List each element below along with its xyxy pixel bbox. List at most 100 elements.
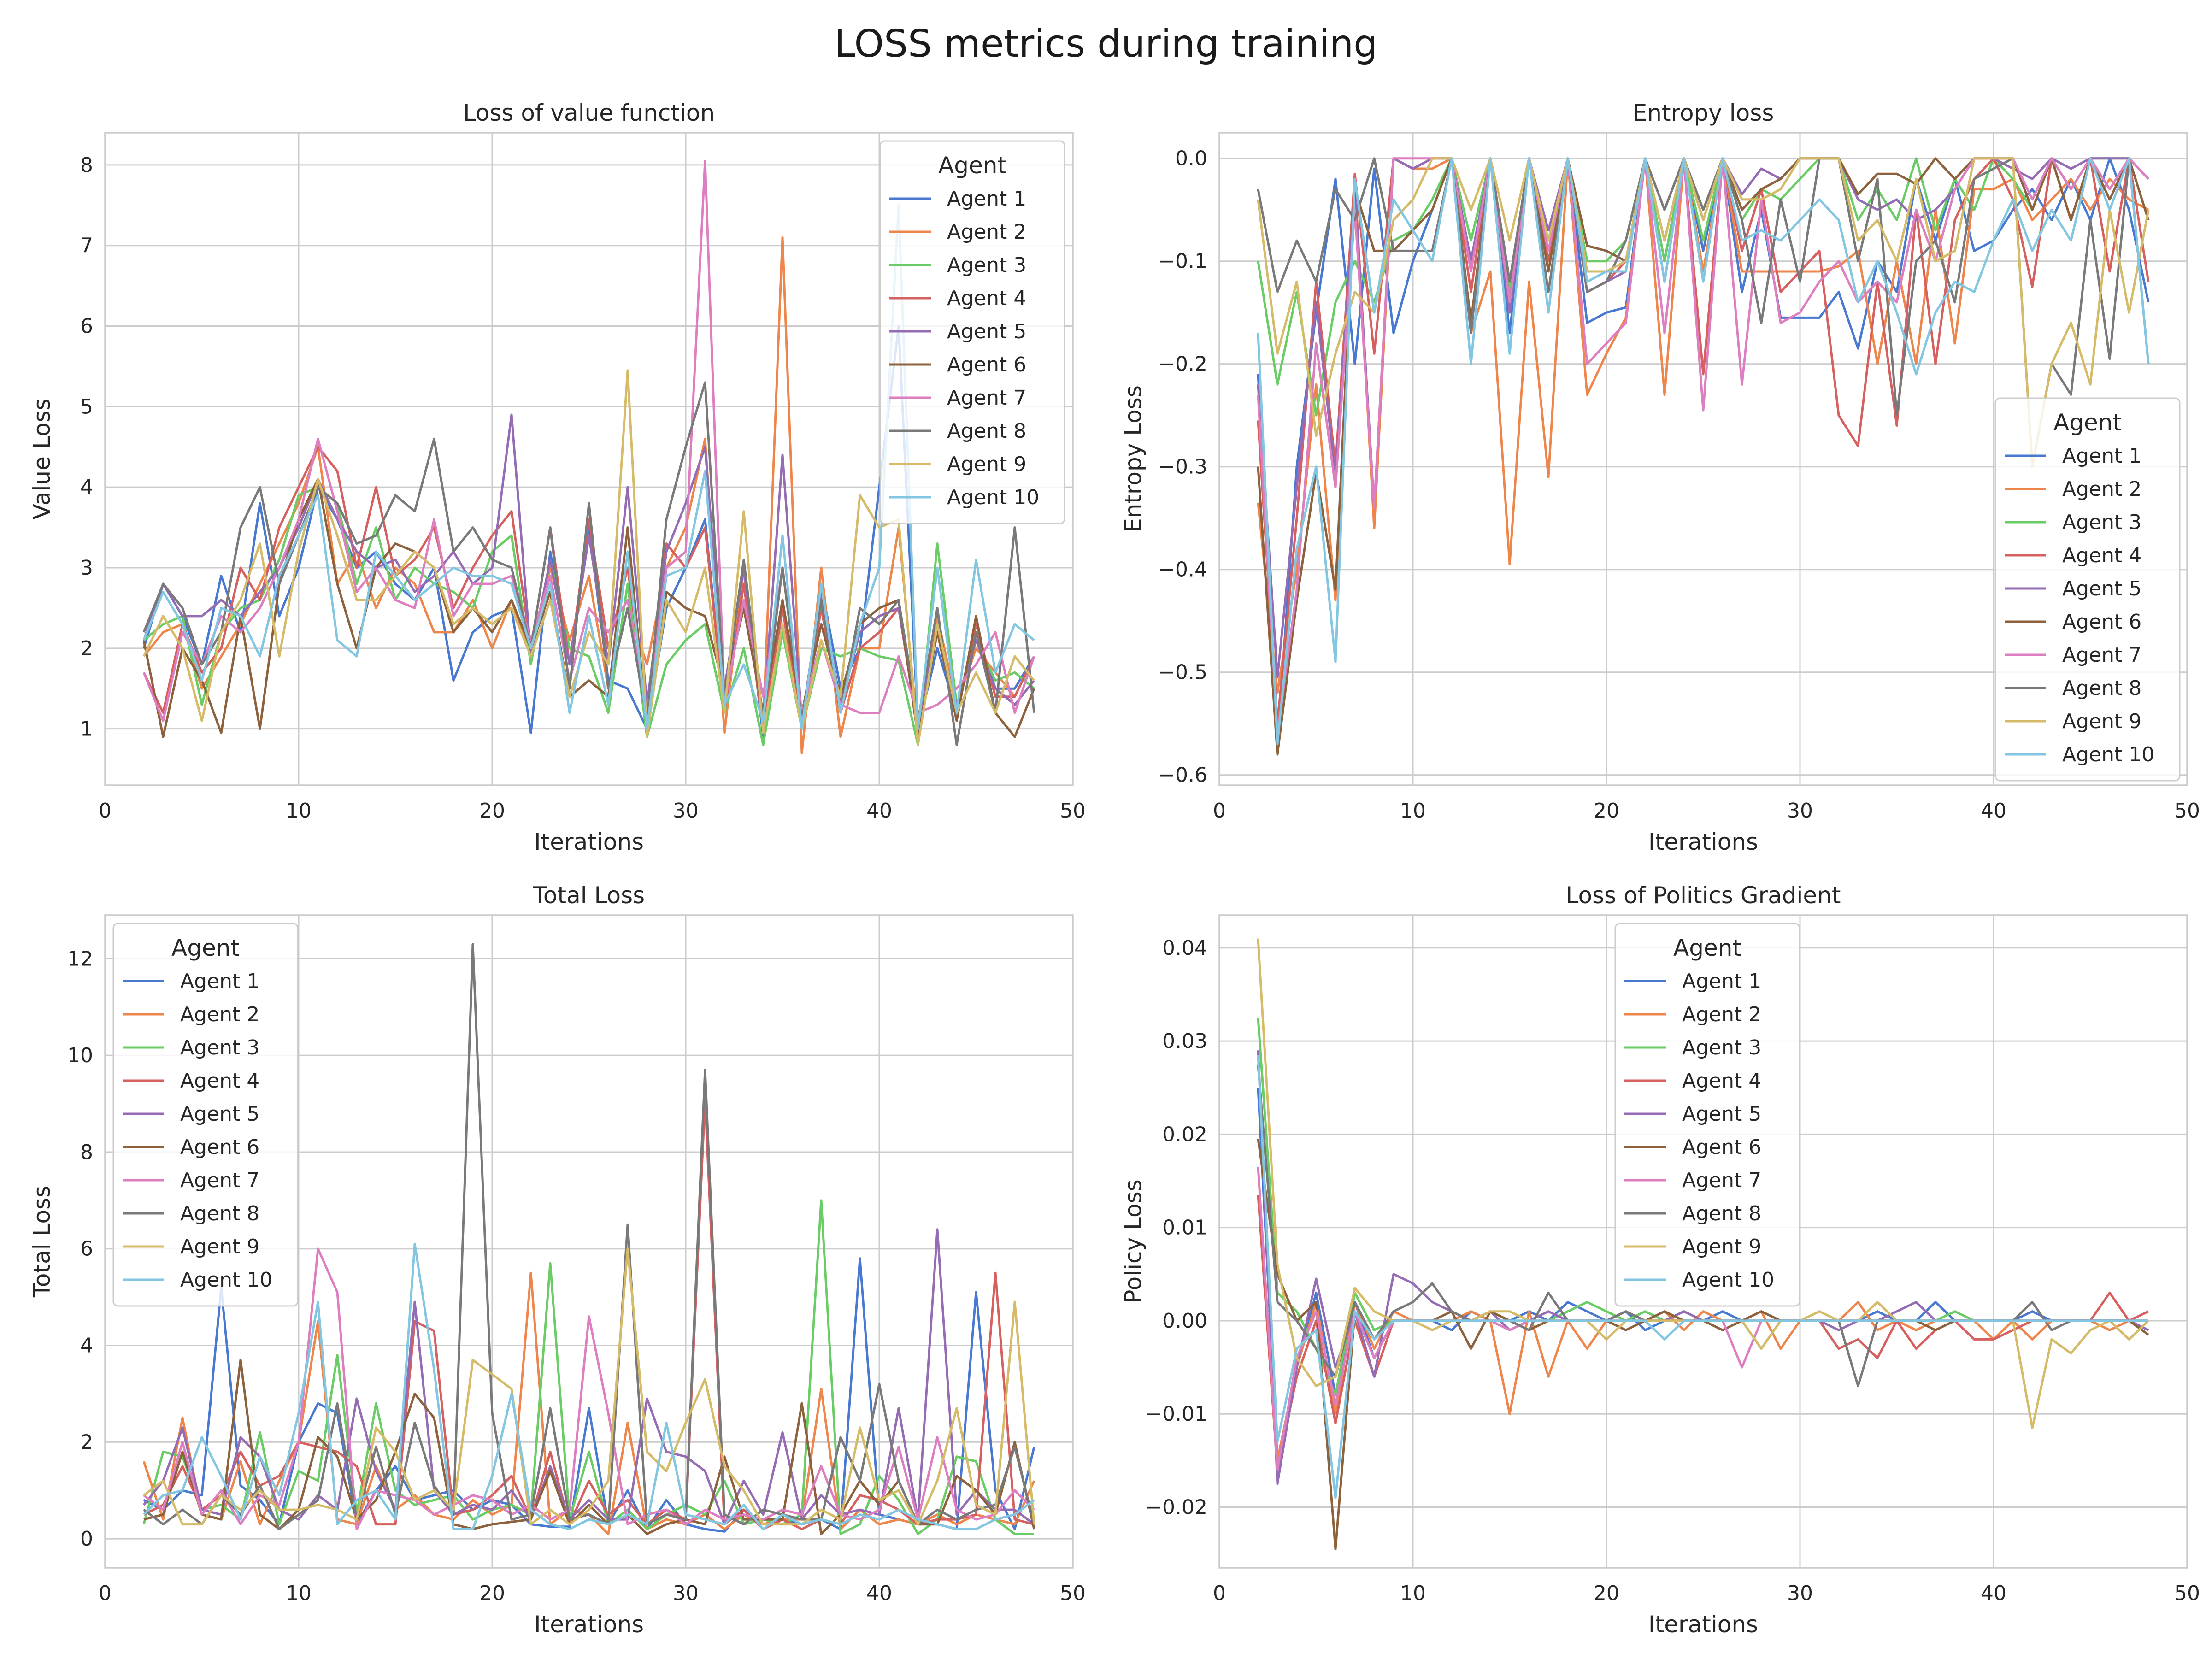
y-tick-label: 10 bbox=[67, 1044, 93, 1067]
series-line-agent-2 bbox=[1257, 1050, 2148, 1462]
x-tick-label: 20 bbox=[479, 1582, 505, 1605]
legend-entry: Agent 7 bbox=[2062, 643, 2141, 667]
x-tick-label: 30 bbox=[673, 799, 699, 823]
legend-entry: Agent 4 bbox=[947, 287, 1026, 310]
legend-entry: Agent 4 bbox=[180, 1069, 259, 1093]
x-tick-label: 40 bbox=[1981, 1582, 2006, 1605]
legend-entry: Agent 8 bbox=[2062, 677, 2141, 700]
legend-entry: Agent 6 bbox=[2062, 610, 2141, 634]
x-tick-label: 20 bbox=[1594, 799, 1619, 823]
y-tick-label: 6 bbox=[80, 315, 93, 338]
y-tick-label: 4 bbox=[80, 476, 93, 499]
x-tick-label: 10 bbox=[286, 1582, 312, 1605]
legend-entry: Agent 3 bbox=[1682, 1036, 1761, 1059]
legend-entry: Agent 2 bbox=[947, 220, 1026, 244]
legend-entry: Agent 5 bbox=[180, 1102, 259, 1126]
legend-entry: Agent 7 bbox=[1682, 1169, 1761, 1192]
y-tick-label: 12 bbox=[67, 947, 93, 971]
plot-frame bbox=[104, 914, 1074, 1569]
y-tick-label: −0.01 bbox=[1145, 1402, 1207, 1426]
y-tick-label: 0.00 bbox=[1162, 1309, 1207, 1333]
legend-entry: Agent 6 bbox=[947, 353, 1026, 377]
legend-entry: Agent 3 bbox=[2062, 511, 2141, 534]
legend-entry: Agent 10 bbox=[947, 486, 1039, 509]
subplot-title: Loss of Politics Gradient bbox=[1566, 882, 1841, 909]
legend-title: Agent bbox=[1673, 935, 1741, 961]
legend-title: Agent bbox=[938, 152, 1006, 179]
series-line-agent-3 bbox=[143, 486, 1035, 747]
legend-box bbox=[879, 140, 1065, 524]
series-line-agent-4 bbox=[142, 446, 1035, 730]
x-tick-label: 50 bbox=[1060, 1582, 1086, 1605]
series-line-agent-8 bbox=[143, 943, 1035, 1530]
series-lines bbox=[1257, 938, 2149, 1550]
subplot-title: Total Loss bbox=[533, 882, 645, 909]
legend-entry: Agent 5 bbox=[1682, 1102, 1761, 1126]
legend-entry: Agent 9 bbox=[947, 453, 1026, 476]
legend-entry: Agent 7 bbox=[180, 1169, 259, 1192]
x-tick-label: 20 bbox=[479, 799, 505, 823]
legend-entry: Agent 8 bbox=[180, 1202, 259, 1225]
legend-entry: Agent 4 bbox=[1682, 1069, 1761, 1093]
y-tick-label: 5 bbox=[80, 395, 93, 418]
series-line-agent-9 bbox=[1257, 157, 2150, 468]
y-tick-label: 2 bbox=[80, 637, 93, 660]
x-tick-label: 30 bbox=[1787, 1582, 1813, 1605]
series-line-agent-10 bbox=[143, 1242, 1035, 1530]
y-tick-label: 8 bbox=[80, 153, 93, 177]
legend-box bbox=[1994, 397, 2181, 782]
series-line-agent-8 bbox=[142, 381, 1035, 747]
y-tick-label: 3 bbox=[80, 556, 93, 580]
x-tick-label: 10 bbox=[1400, 1582, 1426, 1605]
y-tick-label: 2 bbox=[80, 1430, 93, 1454]
legend-entry: Agent 8 bbox=[947, 419, 1026, 443]
series-line-agent-7 bbox=[142, 159, 1035, 722]
y-tick-label: −0.4 bbox=[1158, 558, 1207, 582]
legend-entry: Agent 10 bbox=[180, 1268, 272, 1292]
legend-title: Agent bbox=[171, 935, 240, 961]
legend-entry: Agent 5 bbox=[2062, 577, 2141, 600]
x-tick-label: 20 bbox=[1594, 1582, 1619, 1605]
legend-box bbox=[112, 923, 299, 1307]
legend: Agent Agent 1 Agent 2 Agent 3 Agent 4 Agent 5… bbox=[1994, 397, 2181, 782]
legend-entry: Agent 1 bbox=[2062, 444, 2141, 468]
x-tick-label: 30 bbox=[673, 1582, 699, 1605]
legend-entry: Agent 10 bbox=[1682, 1268, 1774, 1292]
x-axis-label: Iterations bbox=[534, 829, 644, 855]
legend: Agent Agent 1 Agent 2 Agent 3 Agent 4 Agent 5… bbox=[1614, 923, 1800, 1307]
subplot-4: 0 10 20 30 40 50 −0.02 −0.01 0.00 0.01 0.02 0.03 0.0… bbox=[1120, 882, 2200, 1638]
legend-entry: Agent 2 bbox=[180, 1003, 259, 1026]
series-line-agent-8 bbox=[1257, 157, 2150, 468]
series-line-agent-10 bbox=[1257, 157, 2150, 746]
legend-entry: Agent 1 bbox=[947, 187, 1026, 211]
x-tick-label: 40 bbox=[1981, 799, 2006, 823]
legend-entry: Agent 5 bbox=[947, 320, 1026, 343]
y-tick-label: 0.03 bbox=[1162, 1030, 1207, 1053]
series-line-agent-10 bbox=[1257, 1055, 2148, 1499]
legend: Agent Agent 1 Agent 2 Agent 3 Agent 4 Agent 5… bbox=[112, 923, 299, 1307]
x-tick-label: 40 bbox=[866, 799, 892, 823]
series-line-agent-9 bbox=[142, 369, 1035, 747]
series-line-agent-1 bbox=[1257, 157, 2150, 746]
x-tick-label: 50 bbox=[1060, 799, 1086, 823]
y-tick-label: 0.04 bbox=[1162, 936, 1207, 960]
legend-entry: Agent 6 bbox=[1682, 1135, 1761, 1159]
y-tick-label: −0.02 bbox=[1145, 1496, 1207, 1519]
y-tick-label: 0.01 bbox=[1162, 1216, 1207, 1240]
x-tick-label: 10 bbox=[1400, 799, 1426, 823]
legend-entry: Agent 1 bbox=[180, 970, 259, 993]
legend-entry: Agent 6 bbox=[180, 1135, 259, 1159]
series-line-agent-4 bbox=[143, 1098, 1035, 1530]
legend-entry: Agent 10 bbox=[2062, 743, 2154, 766]
legend-title: Agent bbox=[2053, 409, 2122, 436]
y-tick-label: −0.1 bbox=[1158, 250, 1207, 273]
plot-frame bbox=[1218, 914, 2188, 1569]
y-axis-label: Value Loss bbox=[29, 399, 55, 520]
subplot-title: Loss of value function bbox=[463, 100, 715, 126]
legend-entry: Agent 9 bbox=[1682, 1235, 1761, 1259]
series-line-agent-9 bbox=[143, 1247, 1035, 1526]
y-tick-label: 1 bbox=[80, 718, 93, 741]
series-lines bbox=[1257, 157, 2150, 756]
legend-entry: Agent 3 bbox=[947, 253, 1026, 277]
y-tick-label: 6 bbox=[80, 1237, 93, 1261]
